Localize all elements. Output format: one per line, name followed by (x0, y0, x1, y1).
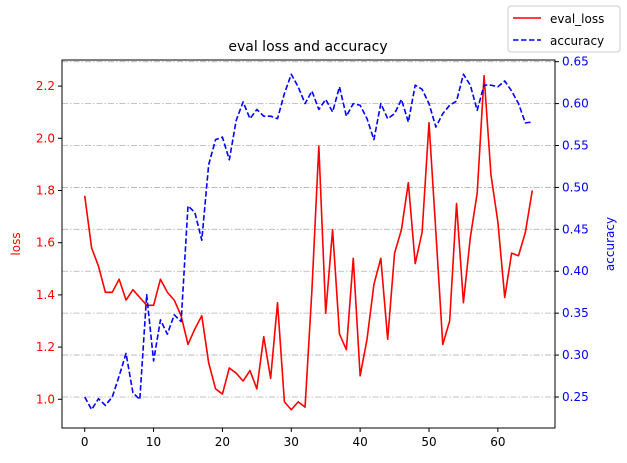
y-right-tick-label: 0.40 (562, 264, 589, 278)
legend-label-eval-loss: eval_loss (550, 12, 604, 26)
x-tick-label: 20 (215, 435, 230, 449)
y-right-tick-label: 0.65 (562, 55, 589, 69)
legend: eval_loss accuracy (507, 5, 621, 53)
plot-area (61, 59, 556, 429)
y-left-tick-label: 1.2 (36, 340, 55, 354)
y-right-tick-label: 0.50 (562, 180, 589, 194)
x-tick-label: 10 (146, 435, 161, 449)
y-right-tick-label: 0.45 (562, 222, 589, 236)
series-layer (83, 73, 534, 411)
y-left-tick-label: 1.0 (36, 392, 55, 406)
series-line-eval-loss (83, 74, 534, 411)
x-axis: 0 10 20 30 40 50 60 (81, 428, 505, 449)
y-right-tick-label: 0.25 (562, 390, 589, 404)
y-axis-right: 0.25 0.30 0.35 0.40 0.45 0.50 0.55 0.60 0.65 (555, 55, 589, 404)
y-axis-left-label: loss (9, 232, 23, 255)
series-line-accuracy (84, 73, 533, 411)
x-tick-label: 40 (353, 435, 368, 449)
x-tick-label: 0 (81, 435, 89, 449)
y-left-tick-label: 1.8 (36, 183, 55, 197)
grid (62, 61, 555, 398)
legend-label-accuracy: accuracy (550, 34, 604, 48)
y-right-tick-label: 0.60 (562, 97, 589, 111)
y-right-tick-label: 0.30 (562, 348, 589, 362)
y-axis-left: 1.0 1.2 1.4 1.6 1.8 2.0 2.2 (36, 79, 62, 406)
x-tick-label: 60 (490, 435, 505, 449)
y-axis-right-label: accuracy (603, 217, 617, 271)
x-tick-label: 50 (421, 435, 436, 449)
y-right-tick-label: 0.35 (562, 306, 589, 320)
y-right-tick-label: 0.55 (562, 139, 589, 153)
y-left-tick-label: 2.2 (36, 79, 55, 93)
chart-title: eval loss and accuracy (228, 39, 387, 55)
y-left-tick-label: 1.4 (36, 288, 55, 302)
y-left-tick-label: 2.0 (36, 131, 55, 145)
x-tick-label: 30 (284, 435, 299, 449)
y-left-tick-label: 1.6 (36, 236, 55, 250)
